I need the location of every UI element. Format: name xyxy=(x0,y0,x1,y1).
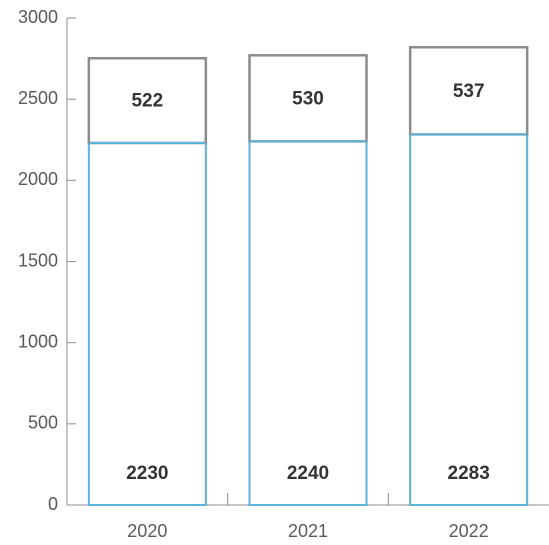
y-tick-label: 0 xyxy=(48,494,58,514)
y-tick-label: 500 xyxy=(28,413,58,433)
x-tick-label: 2022 xyxy=(449,521,489,541)
bar-segment-lower xyxy=(409,133,529,506)
data-label-lower: 2230 xyxy=(126,463,168,484)
y-tick-label: 3000 xyxy=(18,7,58,27)
data-label-lower: 2283 xyxy=(448,463,490,484)
y-axis: 0 500 1000 1500 2000 2500 3000 xyxy=(18,7,76,514)
y-tick-label: 2000 xyxy=(18,169,58,189)
data-labels: 2230 522 2240 530 2283 537 xyxy=(126,81,490,484)
y-tick-label: 1000 xyxy=(18,331,58,351)
y-tick-label: 1500 xyxy=(18,250,58,270)
bar-segment-lower xyxy=(248,140,368,507)
data-label-upper: 537 xyxy=(453,81,485,102)
x-tick-label: 2020 xyxy=(127,521,167,541)
data-label-lower: 2240 xyxy=(287,463,329,484)
y-tick-label: 2500 xyxy=(18,88,58,108)
x-tick-label: 2021 xyxy=(288,521,328,541)
bar-segment-upper xyxy=(248,54,368,143)
bar-segment-upper xyxy=(408,45,529,136)
bars xyxy=(87,45,529,507)
bar-segment-lower xyxy=(87,141,207,506)
data-label-upper: 530 xyxy=(292,88,324,109)
data-label-upper: 522 xyxy=(131,91,163,112)
